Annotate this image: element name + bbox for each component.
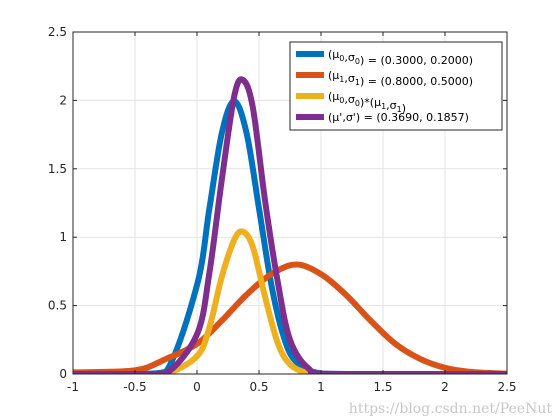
y-tick-label: 2 — [59, 93, 67, 107]
x-tick-label: 2 — [441, 380, 449, 394]
legend-label-3: (μ0,σ0)*(μ1,σ1) — [328, 90, 406, 115]
legend-label-1: (μ0,σ0) = (0.3000, 0.2000) — [328, 48, 473, 67]
y-tick-label: 1 — [59, 230, 67, 244]
x-tick-label: -1 — [67, 380, 79, 394]
legend: (μ0,σ0) = (0.3000, 0.2000) (μ1,σ1) = (0.8… — [289, 41, 503, 131]
legend-label-4: (μ',σ') = (0.3690, 0.1857) — [328, 111, 469, 124]
x-tick-label: 0 — [193, 380, 201, 394]
x-tick-label: 1.5 — [373, 380, 392, 394]
y-tick-label: 1.5 — [48, 162, 67, 176]
legend-box — [289, 41, 503, 131]
watermark: https://blog.csdn.net/PeeNut — [348, 401, 552, 417]
axes-box — [72, 31, 508, 375]
x-tick-label: 1 — [317, 380, 325, 394]
series-line-2 — [73, 261, 507, 374]
x-tick-label: 0.5 — [249, 380, 268, 394]
series-line-4 — [73, 76, 507, 374]
x-tick-label: -0.5 — [123, 380, 146, 394]
y-tick-label: 2.5 — [48, 25, 67, 39]
legend-label-2: (μ1,σ1) = (0.8000, 0.5000) — [328, 69, 473, 88]
y-tick-label: 0 — [59, 367, 67, 381]
tick-labels: -1 -0.5 0 0.5 1 1.5 2 2.5 0 0.5 1 1.5 2 2.5 — [48, 25, 517, 394]
x-tick-label: 2.5 — [497, 380, 516, 394]
y-tick-label: 0.5 — [48, 299, 67, 313]
